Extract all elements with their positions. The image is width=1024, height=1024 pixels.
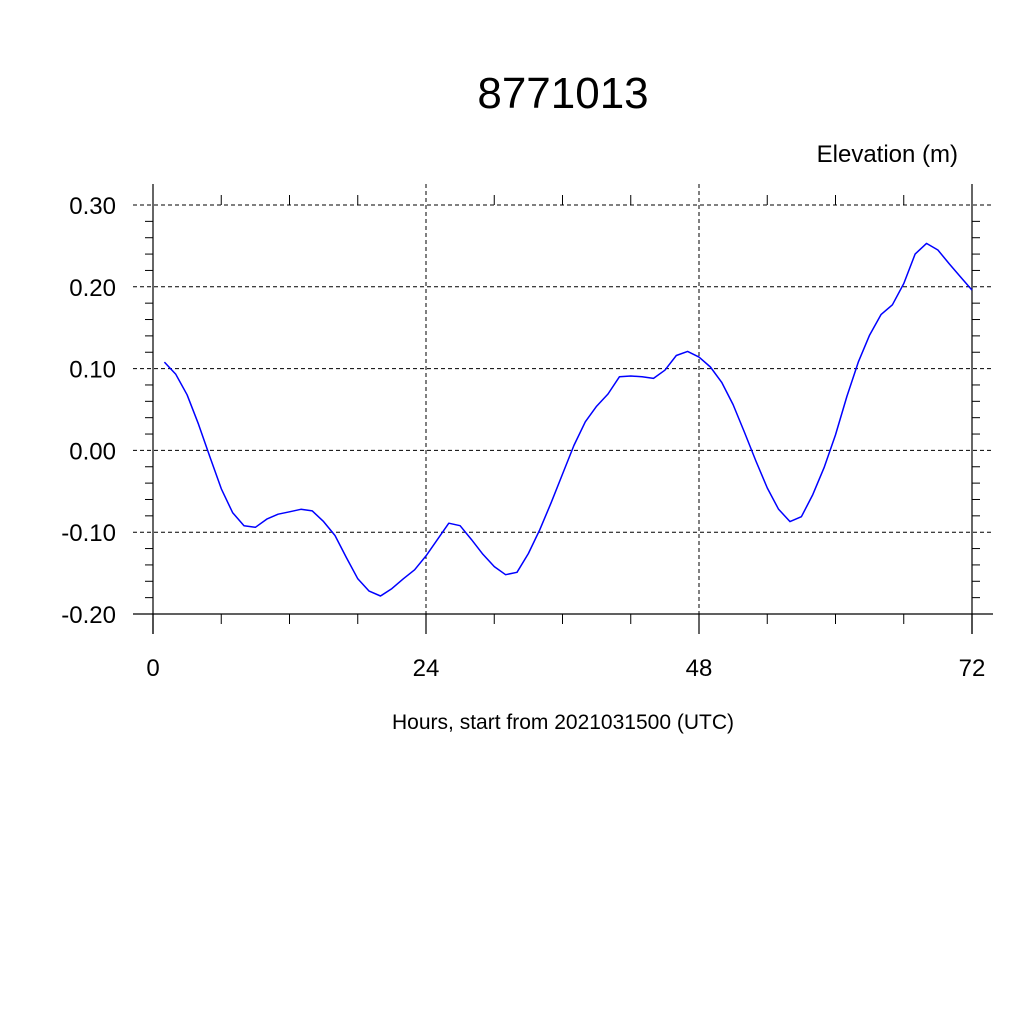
series-line (163, 242, 973, 597)
x-tick-label: 0 (146, 655, 159, 682)
chart-title: 8771013 (477, 69, 648, 118)
y-tick-label: 0.10 (69, 357, 116, 384)
y-tick-label: -0.20 (61, 602, 116, 629)
units-label: Elevation (m) (817, 141, 958, 168)
tick-marks (145, 195, 980, 634)
x-axis-label: Hours, start from 2021031500 (UTC) (392, 711, 734, 734)
y-tick-label: -0.10 (61, 520, 116, 547)
series-layer (163, 242, 973, 597)
x-tick-label: 24 (413, 655, 440, 682)
plot-frame (133, 184, 993, 634)
y-tick-label: 0.00 (69, 438, 116, 465)
x-tick-label: 48 (686, 655, 713, 682)
y-tick-label: 0.20 (69, 275, 116, 302)
y-tick-label: 0.30 (69, 193, 116, 220)
x-tick-label: 72 (959, 655, 986, 682)
grid (133, 184, 993, 634)
tick-labels: -0.20 -0.10 0.00 0.10 0.20 0.30 0 24 48 72 (61, 193, 985, 682)
